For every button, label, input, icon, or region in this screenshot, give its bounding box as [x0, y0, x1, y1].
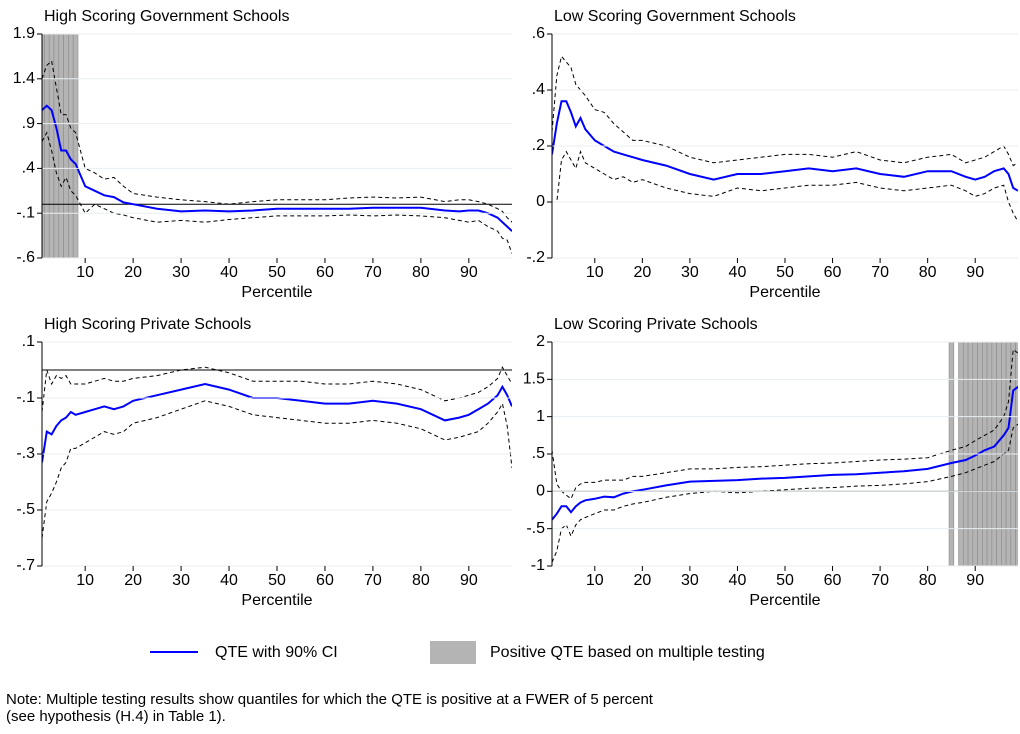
- panel-title: Low Scoring Government Schools: [554, 8, 796, 25]
- ci-line: [42, 400, 512, 539]
- y-tick-label: -.3: [16, 445, 35, 462]
- x-tick-label: 50: [776, 572, 794, 589]
- x-tick-label: 60: [824, 264, 842, 281]
- x-tick-label: 90: [460, 572, 478, 589]
- x-tick-label: 60: [316, 572, 334, 589]
- plot-area: [552, 55, 1018, 222]
- panel-title: Low Scoring Private Schools: [554, 316, 758, 333]
- shaded-quantile: [53, 34, 60, 258]
- ci-line: [552, 150, 1018, 222]
- legend-label: Positive QTE based on multiple testing: [490, 644, 765, 661]
- y-tick-label: .6: [532, 25, 545, 42]
- legend-swatch: [430, 641, 476, 664]
- shaded-quantile: [72, 34, 79, 258]
- qte-line: [552, 386, 1018, 521]
- y-tick-label: -.5: [526, 520, 545, 537]
- panel: -.6 -.1 .4 .9 1.4 1.9 10 20 30 40 50 60 70 80 90 Percen…: [13, 8, 512, 301]
- x-tick-label: 70: [364, 264, 382, 281]
- x-tick-label: 70: [871, 264, 889, 281]
- x-tick-label: 20: [633, 572, 651, 589]
- x-tick-label: 20: [124, 572, 142, 589]
- y-tick-label: .2: [532, 137, 545, 154]
- y-tick-label: -.1: [16, 389, 35, 406]
- y-tick-label: 1.5: [523, 371, 545, 388]
- x-tick-label: 60: [316, 264, 334, 281]
- shaded-quantile: [44, 34, 50, 258]
- x-tick-label: 80: [412, 264, 430, 281]
- x-tick-label: 30: [172, 264, 190, 281]
- x-tick-label: 50: [268, 264, 286, 281]
- x-tick-label: 40: [729, 264, 747, 281]
- note: (see hypothesis (H.4) in Table 1).: [6, 708, 226, 725]
- x-tick-label: 10: [76, 572, 94, 589]
- panel-title: High Scoring Government Schools: [44, 8, 289, 25]
- y-tick-label: 0: [536, 483, 545, 500]
- x-tick-label: 90: [966, 572, 984, 589]
- x-tick-label: 10: [586, 572, 604, 589]
- shaded-quantile: [63, 34, 69, 258]
- y-tick-label: .4: [22, 160, 35, 177]
- y-tick-label: -.7: [16, 557, 35, 574]
- y-tick-label: 1: [536, 408, 545, 425]
- y-tick-label: .5: [532, 445, 545, 462]
- x-tick-label: 30: [681, 264, 699, 281]
- y-tick-label: -.2: [526, 249, 545, 266]
- panel: -.7 -.5 -.3 -.1 .1 10 20 30 40 50 60 70 80 90 Percenti…: [16, 316, 512, 609]
- ci-line: [42, 59, 512, 223]
- x-tick-label: 80: [919, 572, 937, 589]
- panel: -.2 0 .2 .4 .6 10 20 30 40 50 60 70 80 90 Percentile Lo…: [526, 8, 1018, 301]
- x-tick-label: 60: [824, 572, 842, 589]
- note: Note: Multiple testing results show quan…: [6, 691, 654, 708]
- x-tick-label: 50: [776, 264, 794, 281]
- plot-area: [42, 34, 512, 258]
- x-tick-label: 40: [220, 264, 238, 281]
- y-tick-label: 1.4: [13, 70, 35, 87]
- x-tick-label: 70: [364, 572, 382, 589]
- plot-area: [42, 366, 512, 539]
- x-tick-label: 90: [966, 264, 984, 281]
- x-tick-label: 20: [124, 264, 142, 281]
- y-tick-label: -.5: [16, 501, 35, 518]
- ci-line: [552, 423, 1018, 563]
- x-axis-title: Percentile: [749, 284, 820, 301]
- x-tick-label: 40: [729, 572, 747, 589]
- y-tick-label: .9: [22, 115, 35, 132]
- ci-line: [552, 348, 1018, 500]
- y-tick-label: -.1: [16, 204, 35, 221]
- ci-line: [552, 55, 1018, 167]
- x-tick-label: 80: [919, 264, 937, 281]
- y-tick-label: 2: [536, 333, 545, 350]
- x-axis-title: Percentile: [241, 592, 312, 609]
- y-tick-label: 0: [536, 193, 545, 210]
- y-tick-label: 1.9: [13, 25, 35, 42]
- x-axis-title: Percentile: [749, 592, 820, 609]
- x-tick-label: 70: [871, 572, 889, 589]
- qte-line: [42, 382, 512, 463]
- ci-line: [42, 131, 512, 254]
- x-tick-label: 80: [412, 572, 430, 589]
- panel: -1 -.5 0 .5 1 1.5 2 10 20 30 40 50 60 70 80 90 Percentil…: [523, 316, 1018, 609]
- x-tick-label: 10: [586, 264, 604, 281]
- x-tick-label: 90: [460, 264, 478, 281]
- x-tick-label: 40: [220, 572, 238, 589]
- shaded-quantile: [68, 34, 74, 258]
- x-tick-label: 10: [76, 264, 94, 281]
- qte-line: [42, 104, 512, 232]
- y-tick-label: -1: [531, 557, 545, 574]
- y-tick-label: -.6: [16, 249, 35, 266]
- x-axis-title: Percentile: [241, 284, 312, 301]
- x-tick-label: 20: [633, 264, 651, 281]
- qte-line: [552, 100, 1018, 192]
- x-tick-label: 30: [172, 572, 190, 589]
- ci-line: [42, 366, 512, 413]
- x-tick-label: 30: [681, 572, 699, 589]
- panel-title: High Scoring Private Schools: [44, 316, 251, 333]
- legend-label: QTE with 90% CI: [215, 644, 338, 661]
- x-tick-label: 50: [268, 572, 286, 589]
- y-tick-label: .1: [22, 333, 35, 350]
- y-tick-label: .4: [532, 81, 545, 98]
